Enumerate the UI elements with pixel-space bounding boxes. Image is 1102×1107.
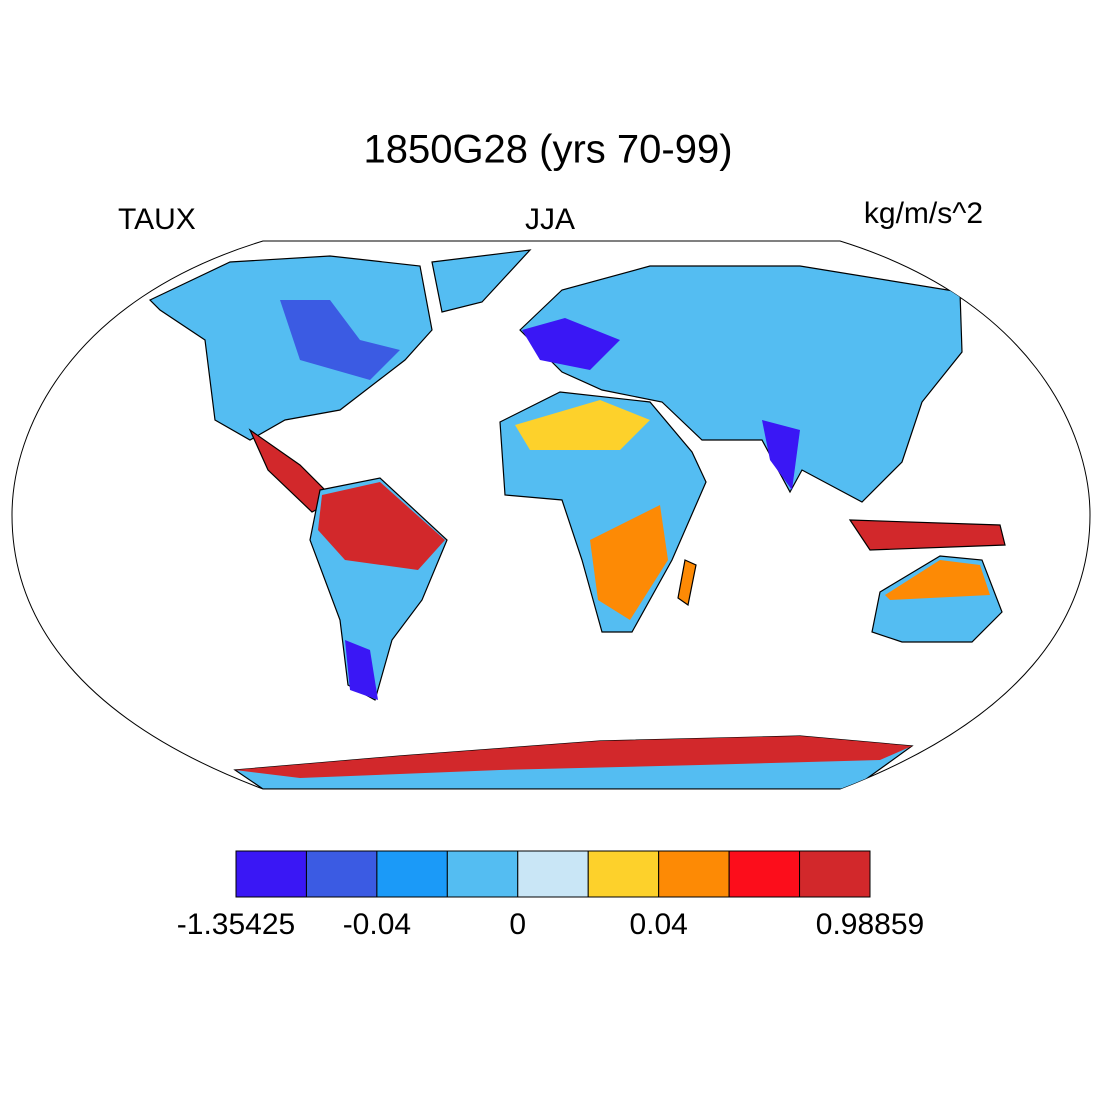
- map: [11, 240, 1091, 790]
- madagascar: [677, 559, 697, 607]
- sahara-region: [515, 400, 650, 450]
- indonesia: [848, 519, 1006, 551]
- right-label: kg/m/s^2: [864, 197, 983, 230]
- colorbar-box: [587, 850, 660, 898]
- colorbar-label: 0.98859: [816, 908, 924, 941]
- colorbar-box: [517, 850, 589, 898]
- colorbar-box: [446, 850, 519, 898]
- land: [148, 249, 1006, 789]
- colorbar-label: -0.04: [343, 908, 411, 941]
- europe-region: [522, 318, 620, 370]
- colorbar-box: [376, 850, 448, 898]
- colorbar-box: [728, 850, 801, 898]
- greenland: [431, 249, 532, 313]
- southern-africa-region: [590, 505, 668, 620]
- colorbar-label: 0: [509, 908, 526, 941]
- australia-region: [885, 560, 990, 600]
- colorbar-label: -1.35425: [177, 908, 295, 941]
- antarctica-region: [235, 736, 912, 778]
- colorbar-box: [799, 850, 871, 898]
- north-america: [148, 255, 433, 441]
- india-region: [762, 420, 800, 490]
- south-america-region: [318, 482, 445, 570]
- north-america-region: [280, 300, 400, 380]
- colorbar-label: 0.04: [629, 908, 687, 941]
- patagonia: [345, 640, 378, 700]
- colorbar: -1.35425 -0.04 0 0.04 0.98859: [177, 850, 924, 941]
- colorbar-box: [235, 850, 307, 898]
- colorbar-box: [305, 850, 378, 898]
- colorbar-box: [658, 850, 730, 898]
- center-label: JJA: [525, 203, 575, 236]
- eurasia: [519, 265, 963, 503]
- left-label: TAUX: [118, 203, 196, 236]
- title: 1850G28 (yrs 70-99): [363, 128, 732, 172]
